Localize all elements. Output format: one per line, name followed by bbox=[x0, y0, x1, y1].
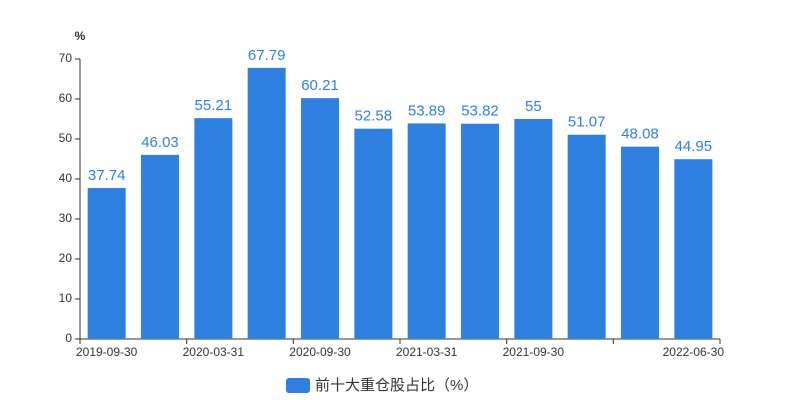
x-tick-label: 2020-03-31 bbox=[183, 345, 245, 359]
value-label: 55 bbox=[525, 98, 542, 115]
x-tick-label: 2020-09-30 bbox=[289, 345, 351, 359]
bar bbox=[674, 159, 713, 339]
bar bbox=[567, 134, 606, 339]
value-label: 60.21 bbox=[301, 77, 339, 94]
bar bbox=[407, 123, 446, 339]
y-tick-label: 30 bbox=[59, 211, 73, 225]
value-label: 53.82 bbox=[461, 103, 499, 120]
bar bbox=[461, 123, 499, 339]
x-tick-label: 2021-03-31 bbox=[396, 345, 458, 359]
value-label: 52.58 bbox=[355, 108, 393, 125]
bar bbox=[514, 119, 553, 339]
y-tick-label: 60 bbox=[59, 91, 73, 105]
y-axis-unit: % bbox=[75, 29, 86, 43]
bar bbox=[194, 118, 233, 339]
y-tick-label: 70 bbox=[59, 51, 73, 65]
y-tick-label: 50 bbox=[59, 131, 73, 145]
value-label: 67.79 bbox=[248, 47, 286, 64]
value-label: 37.74 bbox=[88, 167, 126, 184]
x-tick-label: 2022-06-30 bbox=[663, 345, 725, 359]
value-label: 55.21 bbox=[195, 97, 233, 114]
y-tick-label: 0 bbox=[65, 331, 72, 345]
bar bbox=[87, 188, 126, 339]
bar bbox=[621, 146, 659, 339]
x-tick-label: 2021-09-30 bbox=[503, 345, 565, 359]
bar bbox=[301, 98, 339, 339]
value-label: 51.07 bbox=[568, 114, 606, 131]
x-tick-label: 2019-09-30 bbox=[76, 345, 138, 359]
value-label: 46.03 bbox=[141, 134, 179, 151]
legend-swatch bbox=[286, 378, 310, 393]
y-tick-label: 40 bbox=[59, 171, 73, 185]
legend-label: 前十大重仓股占比（%） bbox=[315, 377, 478, 394]
y-tick-label: 20 bbox=[59, 251, 73, 265]
value-label: 53.89 bbox=[408, 102, 446, 119]
value-label: 44.95 bbox=[675, 138, 713, 155]
bar bbox=[354, 128, 393, 339]
y-tick-label: 10 bbox=[59, 291, 73, 305]
value-label: 48.08 bbox=[621, 126, 659, 143]
bar bbox=[141, 154, 179, 339]
bar bbox=[247, 67, 286, 339]
